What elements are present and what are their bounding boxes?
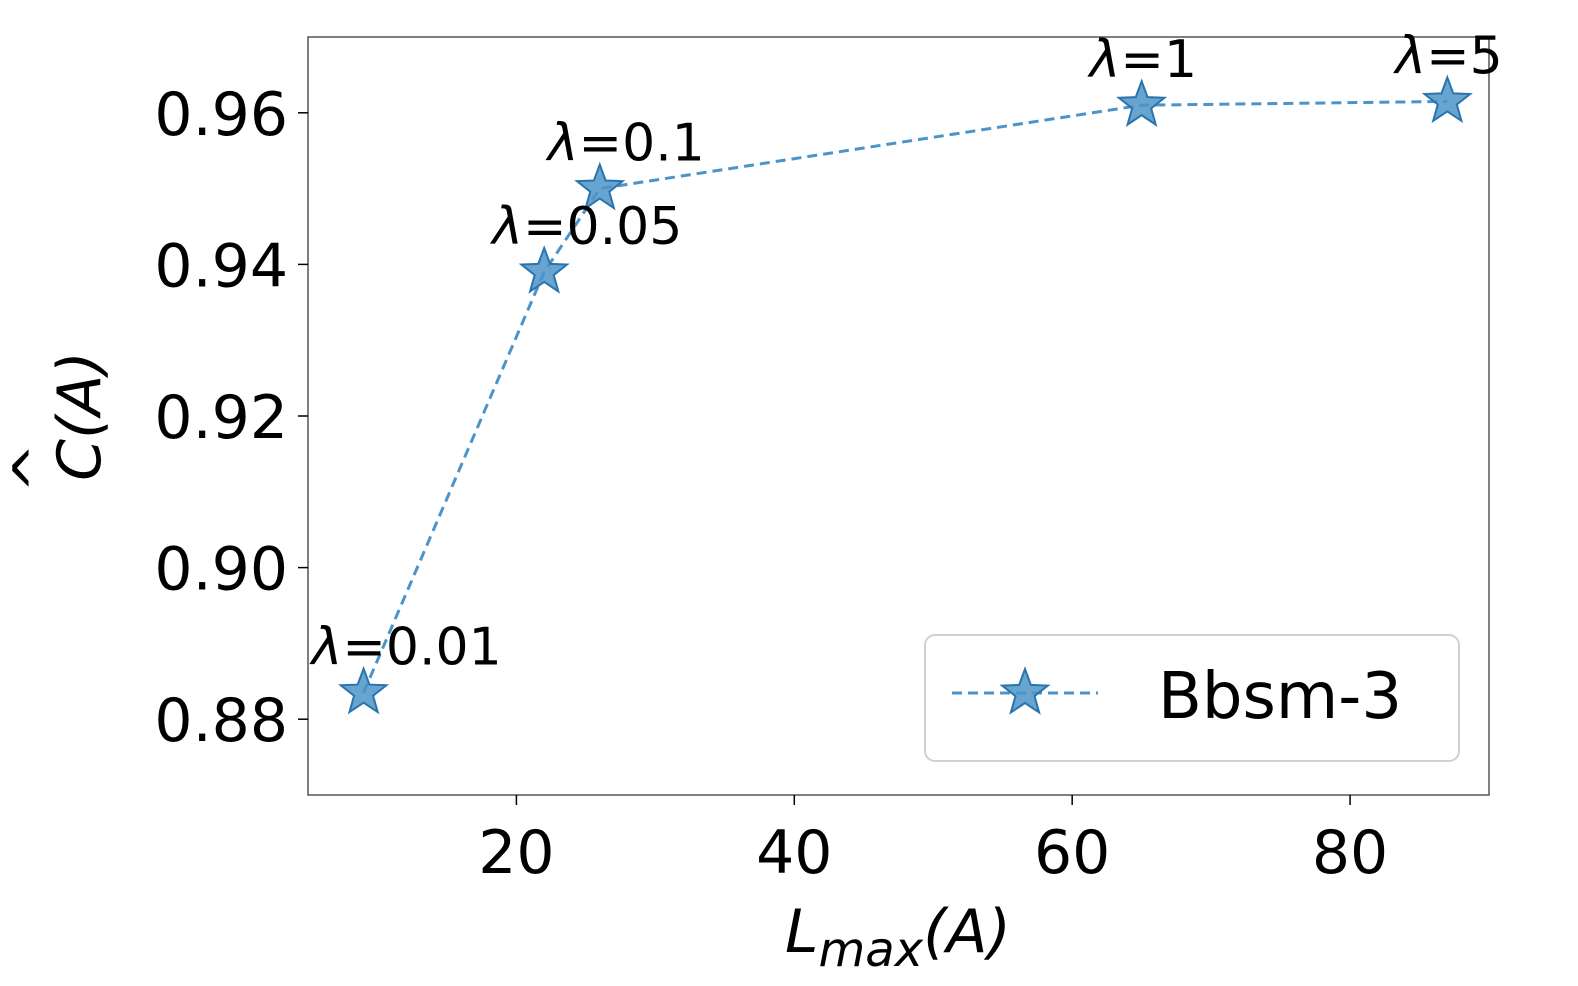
x-tick-label: 60 [1034, 818, 1110, 888]
legend-star-icon [999, 666, 1051, 715]
y-axis-title-main: C(A) [45, 351, 115, 481]
y-tick-label: 0.90 [154, 535, 288, 605]
x-tick-label: 40 [756, 818, 832, 888]
data-point-star [1421, 74, 1473, 124]
data-point-star [1116, 78, 1168, 127]
data-point-label: λ=1 [1087, 30, 1197, 90]
y-tick-label: 0.88 [154, 686, 288, 756]
legend: Bbsm-3 [924, 634, 1460, 762]
series-line [362, 99, 1448, 694]
y-axis: 0.88 0.90 0.92 0.94 0.96 [154, 80, 308, 756]
y-axis-title: ^ C(A) [1, 351, 115, 493]
data-point-star [518, 245, 570, 294]
x-axis-title-tail: (A) [923, 897, 1011, 967]
y-axis-title-hat: ^ [1, 443, 71, 493]
point-label-layer: λ=0.01 λ=0.05 λ=0.1 λ=1 λ=5 [309, 26, 1503, 677]
data-point-label: λ=0.01 [309, 618, 502, 678]
data-point-star [338, 665, 390, 715]
x-axis-title-main: L [785, 897, 818, 967]
y-tick-label: 0.96 [154, 80, 288, 150]
y-tick-label: 0.94 [154, 231, 288, 301]
data-point-label: λ=5 [1392, 26, 1502, 86]
x-tick-label: 80 [1312, 818, 1388, 888]
data-point-label: λ=0.05 [489, 197, 682, 257]
data-point-star [574, 161, 626, 211]
legend-box [924, 634, 1460, 762]
series-layer [338, 74, 1473, 715]
y-tick-label: 0.92 [154, 383, 288, 453]
legend-series-name: Bbsm-3 [1158, 660, 1402, 734]
x-axis-title: Lmax(A) [785, 897, 1011, 978]
x-axis: 20 40 60 80 [478, 795, 1388, 888]
x-axis-title-subscript: max [818, 922, 923, 978]
data-point-label: λ=0.1 [545, 114, 705, 174]
x-tick-label: 20 [478, 818, 554, 888]
